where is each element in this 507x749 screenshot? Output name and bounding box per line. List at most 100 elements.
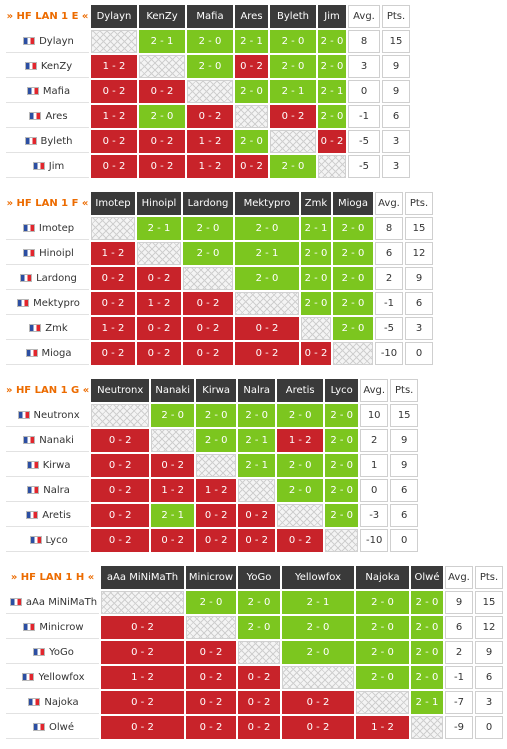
match-score-loss: 0 - 2: [186, 716, 236, 739]
group-table-1: » HF LAN 1 E «Dylayn KenZy Mafia Ares Byleth…: [4, 3, 412, 180]
match-score-loss: 0 - 2: [183, 292, 233, 315]
player-name[interactable]: Minicrow: [39, 621, 84, 633]
match-score-loss: 0 - 2: [151, 529, 195, 552]
match-score-win: 2 - 1: [301, 217, 331, 240]
player-name[interactable]: KenZy: [40, 60, 73, 72]
france-flag-icon: [17, 298, 30, 307]
player-name[interactable]: Hinoipl: [39, 247, 74, 259]
france-flag-icon: [23, 36, 36, 45]
match-score-win: 2 - 0: [333, 242, 373, 265]
points-cell: 3: [405, 317, 433, 340]
player-name[interactable]: Dylayn: [39, 35, 74, 47]
group-title[interactable]: » HF LAN 1 G «: [6, 379, 90, 402]
player-name-cell: Dylayn: [6, 30, 89, 53]
match-score-loss: 1 - 2: [196, 479, 237, 502]
france-flag-icon: [9, 597, 22, 606]
match-score-loss: 0 - 2: [235, 317, 299, 340]
player-name[interactable]: Lardong: [36, 272, 77, 284]
group-title[interactable]: » HF LAN 1 H «: [6, 566, 99, 589]
player-name[interactable]: Zmk: [45, 322, 68, 334]
match-score-win: 2 - 0: [186, 591, 236, 614]
player-name[interactable]: Neutronx: [33, 409, 80, 421]
player-name-cell: Lardong: [6, 267, 89, 290]
player-name[interactable]: Lyco: [45, 534, 68, 546]
match-score-win: 2 - 1: [151, 504, 195, 527]
match-score-win: 2 - 0: [356, 666, 409, 689]
match-score-loss: 0 - 2: [137, 317, 181, 340]
france-flag-icon: [23, 622, 36, 631]
match-score-win: 2 - 0: [325, 404, 359, 427]
player-name[interactable]: Olwé: [49, 721, 74, 733]
player-name-cell: Najoka: [6, 691, 99, 714]
match-score-loss: 0 - 2: [91, 130, 137, 153]
player-name[interactable]: Aretis: [42, 509, 71, 521]
player-name[interactable]: Jim: [48, 160, 65, 172]
column-header-player: Mioga: [333, 192, 373, 215]
player-name-cell: Lyco: [6, 529, 90, 552]
france-flag-icon: [33, 722, 45, 731]
match-score-loss: 0 - 2: [235, 342, 299, 365]
average-cell: -10: [375, 342, 403, 365]
self-match-cell: [270, 130, 316, 153]
average-cell: -5: [348, 155, 380, 178]
match-score-win: 2 - 0: [282, 616, 354, 639]
match-score-win: 2 - 1: [282, 591, 354, 614]
match-score-loss: 0 - 2: [139, 155, 185, 178]
player-name[interactable]: aAa MiNiMaTh: [25, 596, 98, 608]
match-score-loss: 0 - 2: [139, 80, 185, 103]
column-header-average: Avg.: [375, 192, 403, 215]
group-title[interactable]: » HF LAN 1 E «: [6, 5, 89, 28]
column-header-player: Ares: [235, 5, 268, 28]
player-name[interactable]: Nanaki: [39, 434, 74, 446]
match-score-win: 2 - 1: [411, 691, 443, 714]
self-match-cell: [196, 454, 237, 477]
player-name[interactable]: Mektypro: [33, 297, 80, 309]
column-header-player: Mafia: [187, 5, 233, 28]
match-score-loss: 0 - 2: [139, 130, 185, 153]
france-flag-icon: [27, 485, 40, 494]
self-match-cell: [333, 342, 373, 365]
player-name[interactable]: Ares: [45, 110, 68, 122]
self-match-cell: [186, 616, 236, 639]
match-score-win: 2 - 1: [270, 80, 316, 103]
match-score-win: 2 - 0: [356, 616, 409, 639]
group-title[interactable]: » HF LAN 1 F «: [6, 192, 89, 215]
player-name[interactable]: Nalra: [43, 484, 70, 496]
match-score-loss: 0 - 2: [196, 529, 237, 552]
average-cell: 2: [360, 429, 389, 452]
player-name[interactable]: Kirwa: [42, 459, 71, 471]
player-name-cell: Minicrow: [6, 616, 99, 639]
self-match-cell: [91, 217, 135, 240]
match-score-loss: 0 - 2: [238, 529, 276, 552]
player-name[interactable]: Mafia: [42, 85, 71, 97]
self-match-cell: [411, 716, 443, 739]
match-score-win: 2 - 0: [333, 292, 373, 315]
average-cell: 0: [348, 80, 380, 103]
player-name[interactable]: Imotep: [38, 222, 75, 234]
results-table: » HF LAN 1 F « Imotep Hinoipl Lardong Mektyp…: [4, 190, 435, 367]
player-name[interactable]: Byleth: [40, 135, 73, 147]
header-row: » HF LAN 1 F «Imotep Hinoipl Lardong Mektyp…: [6, 192, 433, 215]
match-score-win: 2 - 0: [277, 454, 324, 477]
player-name-cell: Mafia: [6, 80, 89, 103]
match-score-win: 2 - 0: [183, 242, 233, 265]
player-name[interactable]: YoGo: [49, 646, 74, 658]
average-cell: 8: [348, 30, 380, 53]
match-score-win: 2 - 0: [318, 55, 346, 78]
player-name-cell: Mektypro: [6, 292, 89, 315]
match-score-loss: 0 - 2: [91, 80, 137, 103]
match-score-loss: 0 - 2: [91, 342, 135, 365]
points-cell: 3: [382, 155, 410, 178]
match-score-loss: 0 - 2: [101, 641, 184, 664]
player-name[interactable]: Najoka: [44, 696, 79, 708]
match-score-loss: 1 - 2: [101, 666, 184, 689]
match-score-win: 2 - 0: [325, 504, 359, 527]
player-name[interactable]: Mioga: [41, 347, 72, 359]
column-header-player: Najoka: [356, 566, 409, 589]
player-name[interactable]: Yellowfox: [38, 671, 85, 683]
